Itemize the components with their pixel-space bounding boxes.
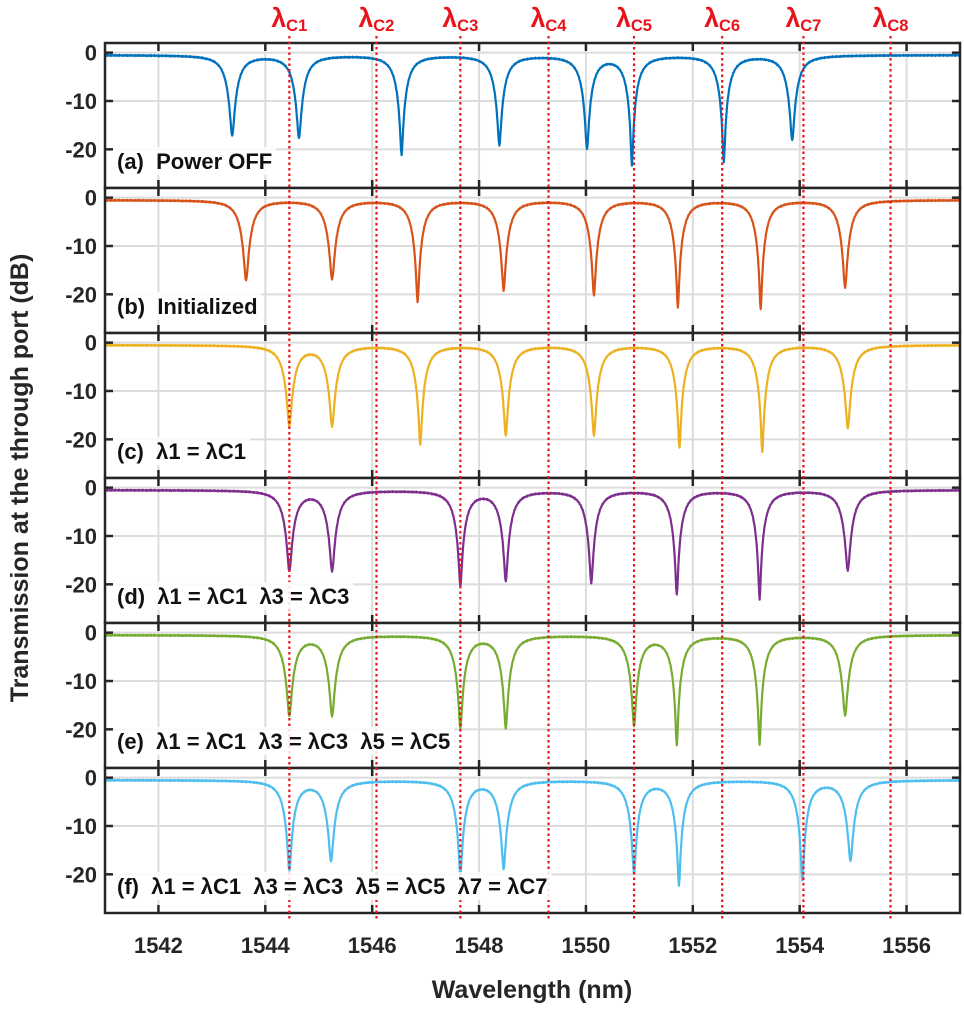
reference-label-c6: λC6 — [704, 3, 740, 35]
panel-label-group-b: (b) Initialized — [113, 292, 262, 320]
series-line-c — [104, 343, 961, 453]
y-tick-label: -10 — [65, 89, 97, 114]
reference-label-c8: λC8 — [873, 3, 909, 35]
panel-label-group-d: (d) λ1 = λC1 λ3 = λC3 — [113, 582, 354, 610]
y-tick-label: -20 — [65, 282, 97, 307]
panel-label-background — [113, 872, 552, 900]
reference-label-c3: λC3 — [442, 3, 478, 35]
panel-frame — [103, 766, 962, 915]
x-tick-label: 1548 — [455, 933, 504, 958]
y-tick-label: -10 — [65, 379, 97, 404]
panel-label-background — [113, 147, 277, 175]
reference-label-c5: λC5 — [616, 3, 652, 35]
panel-label-group-f: (f) λ1 = λC1 λ3 = λC3 λ5 = λC5 λ7 = λC7 — [113, 872, 552, 900]
panel-label-background — [113, 727, 455, 755]
panel-label-group-a: (a) Power OFF — [113, 147, 277, 175]
y-tick-label: 0 — [85, 766, 97, 791]
reference-label-c1: λC1 — [271, 3, 307, 35]
series-line-f — [104, 778, 961, 887]
y-tick-label: -20 — [65, 862, 97, 887]
panel-label-group-c: (c) λ1 = λC1 — [113, 437, 251, 465]
panel-label-b: (b) Initialized — [117, 294, 258, 319]
x-axis-label: Wavelength (nm) — [432, 976, 632, 1004]
reference-label-c4: λC4 — [531, 3, 568, 35]
x-tick-label: 1554 — [775, 933, 825, 958]
series-line-a — [104, 53, 961, 167]
y-tick-label: -10 — [65, 669, 97, 694]
y-tick-label: 0 — [85, 621, 97, 646]
x-tick-label: 1546 — [348, 933, 397, 958]
series-line-e — [104, 633, 961, 747]
panel-label-group-e: (e) λ1 = λC1 λ3 = λC3 λ5 = λC5 — [113, 727, 455, 755]
series-line-b — [104, 198, 961, 311]
y-axis-label: Transmission at the through port (dB) — [6, 254, 34, 703]
y-tick-label: 0 — [85, 476, 97, 501]
panel-label-d: (d) λ1 = λC1 λ3 = λC3 — [117, 584, 349, 609]
reference-label-c2: λC2 — [359, 3, 395, 35]
y-tick-label: -20 — [65, 717, 97, 742]
y-tick-label: -10 — [65, 814, 97, 839]
y-tick-label: 0 — [85, 331, 97, 356]
panel-label-background — [113, 437, 251, 465]
y-tick-label: -10 — [65, 234, 97, 259]
panel-label-background — [113, 582, 354, 610]
x-tick-label: 1544 — [241, 933, 291, 958]
y-tick-label: -20 — [65, 572, 97, 597]
series-line-d — [104, 488, 961, 601]
y-tick-label: -10 — [65, 524, 97, 549]
panel-label-e: (e) λ1 = λC1 λ3 = λC3 λ5 = λC5 — [117, 729, 450, 754]
y-tick-label: 0 — [85, 186, 97, 211]
y-tick-label: 0 — [85, 41, 97, 66]
x-tick-label: 1550 — [561, 933, 610, 958]
y-tick-label: -20 — [65, 137, 97, 162]
y-tick-label: -20 — [65, 427, 97, 452]
reference-lines: λC1 λC2 λC3 λC4 λC5 λC6 λC7 λC8 — [271, 3, 908, 921]
panel-label-background — [113, 292, 262, 320]
panel-d: 0 -10 -20 — [65, 476, 962, 625]
x-tick-labels: 1542 1544 1546 1548 1550 1552 1554 1556 — [134, 933, 931, 958]
panel-label-c: (c) λ1 = λC1 — [117, 439, 246, 464]
panel-labels: (a) Power OFF (b) Initialized (c) λ1 = λC1… — [113, 147, 552, 900]
x-tick-label: 1552 — [668, 933, 717, 958]
x-tick-label: 1556 — [882, 933, 931, 958]
panel-label-a: (a) Power OFF — [117, 149, 272, 174]
x-tick-label: 1542 — [134, 933, 183, 958]
panel-label-f: (f) λ1 = λC1 λ3 = λC3 λ5 = λC5 λ7 = λC7 — [117, 874, 547, 899]
reference-label-c7: λC7 — [785, 3, 821, 35]
